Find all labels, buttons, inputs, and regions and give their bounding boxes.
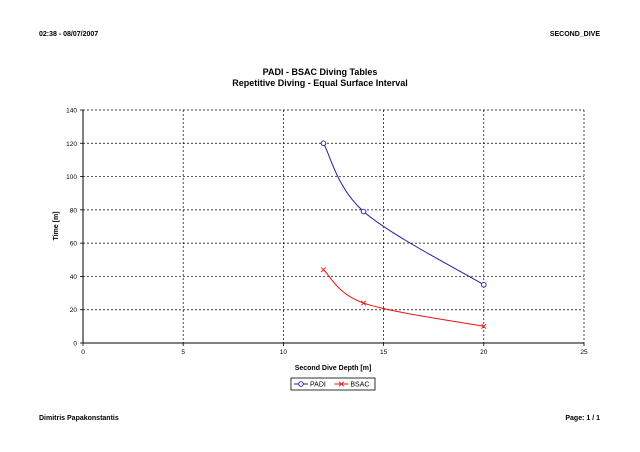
- y-axis-label: Time [m]: [53, 211, 60, 240]
- page-number: Page: 1 / 1: [565, 415, 600, 422]
- bsac-point: [481, 323, 487, 329]
- x-axis-label: Second Dive Depth [m]: [295, 365, 372, 372]
- padi-legend-marker: [298, 381, 304, 387]
- y-tick-label: 40: [70, 274, 78, 281]
- padi-point: [320, 140, 327, 147]
- x-tick-label: 0: [81, 349, 85, 356]
- legend-box: [290, 377, 376, 391]
- legend: PADI BSAC: [290, 377, 376, 391]
- y-tick-label: 80: [70, 207, 78, 214]
- y-tick-label: 0: [73, 341, 77, 348]
- y-tick-label: 140: [66, 108, 77, 115]
- x-tick-label: 10: [280, 349, 288, 356]
- bsac-point: [360, 300, 367, 306]
- bsac-legend-label: BSAC: [350, 382, 369, 389]
- bsac-legend-marker: [338, 381, 345, 387]
- plot-area: 0 5 10 15 20 25 0 20 40 60 80 100 120 140: [66, 108, 588, 357]
- x-tick-label: 15: [380, 349, 388, 356]
- y-tick-label: 100: [66, 174, 77, 181]
- y-tick-label: 20: [70, 307, 78, 314]
- x-tick-label: 5: [181, 349, 185, 356]
- y-tick-label: 60: [70, 241, 78, 248]
- padi-legend-label: PADI: [310, 382, 326, 389]
- chart-title: PADI - BSAC Diving Tables: [263, 67, 378, 77]
- bsac-series-line: [323, 269, 484, 327]
- chart-subtitle: Repetitive Diving - Equal Surface Interv…: [232, 78, 408, 88]
- bsac-point: [320, 267, 327, 273]
- y-tick-label: 120: [66, 141, 77, 148]
- document-name: SECOND_DIVE: [549, 31, 600, 38]
- x-tick-label: 20: [480, 349, 488, 356]
- author-name: Dimitris Papakonstantis: [39, 415, 119, 422]
- x-tick-label: 25: [580, 349, 588, 356]
- print-timestamp: 02:38 - 08/07/2007: [39, 31, 99, 38]
- padi-point: [481, 282, 487, 288]
- padi-point: [360, 208, 367, 215]
- padi-series-line: [323, 143, 485, 286]
